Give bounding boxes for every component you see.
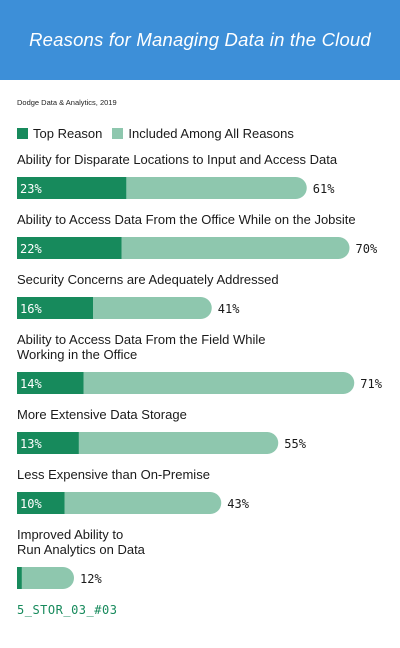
value-label-all: 61% (313, 182, 335, 196)
bar-all-reasons (17, 492, 222, 514)
source-note: Dodge Data & Analytics, 2019 (17, 98, 117, 107)
legend-item-top: Top Reason (17, 126, 102, 141)
bar-top-reason (17, 432, 79, 454)
legend-label-all: Included Among All Reasons (128, 126, 294, 141)
category-label: Less Expensive than On-Premise (17, 467, 210, 482)
legend: Top Reason Included Among All Reasons (17, 126, 304, 141)
category-label: Ability to Access Data From the Field Wh… (17, 332, 266, 347)
value-label-all: 41% (218, 302, 240, 316)
bar-top-reason (17, 492, 65, 514)
category-label: Working in the Office (17, 347, 137, 362)
legend-item-all: Included Among All Reasons (112, 126, 294, 141)
category-label: Ability to Access Data From the Office W… (17, 212, 356, 227)
chart-title: Reasons for Managing Data in the Cloud (29, 29, 371, 50)
bar-all-reasons (17, 372, 355, 394)
category-label: Security Concerns are Adequately Address… (17, 272, 279, 287)
value-label-top: 22% (20, 242, 42, 256)
value-label-top: 14% (20, 377, 42, 391)
legend-swatch-top (17, 128, 28, 139)
bar-top-reason (17, 372, 84, 394)
legend-swatch-all (112, 128, 124, 139)
value-label-all: 12% (80, 572, 102, 586)
value-label-all: 71% (360, 377, 382, 391)
value-label-all: 55% (284, 437, 306, 451)
header-banner: Reasons for Managing Data in the Cloud (0, 0, 400, 80)
bar-all-reasons (17, 432, 279, 454)
bar-top-reason (17, 237, 122, 259)
legend-label-top: Top Reason (33, 126, 103, 141)
bar-chart: Ability for Disparate Locations to Input… (17, 152, 383, 589)
value-label-all: 70% (356, 242, 378, 256)
category-label: Run Analytics on Data (17, 542, 146, 557)
value-label-top: 10% (20, 497, 42, 511)
value-label-top: 23% (20, 182, 42, 196)
value-label-all: 43% (227, 497, 249, 511)
category-label: More Extensive Data Storage (17, 407, 187, 422)
category-label: Ability for Disparate Locations to Input… (17, 152, 338, 167)
value-label-top: 13% (20, 437, 42, 451)
value-label-top: 16% (20, 302, 42, 316)
category-label: Improved Ability to (17, 527, 123, 542)
footer-code: 5_STOR_03_#03 (17, 603, 118, 617)
bar-top-reason (17, 297, 93, 319)
bar-top-reason (17, 567, 22, 589)
bar-all-reasons (17, 567, 74, 589)
bar-top-reason (17, 177, 127, 199)
